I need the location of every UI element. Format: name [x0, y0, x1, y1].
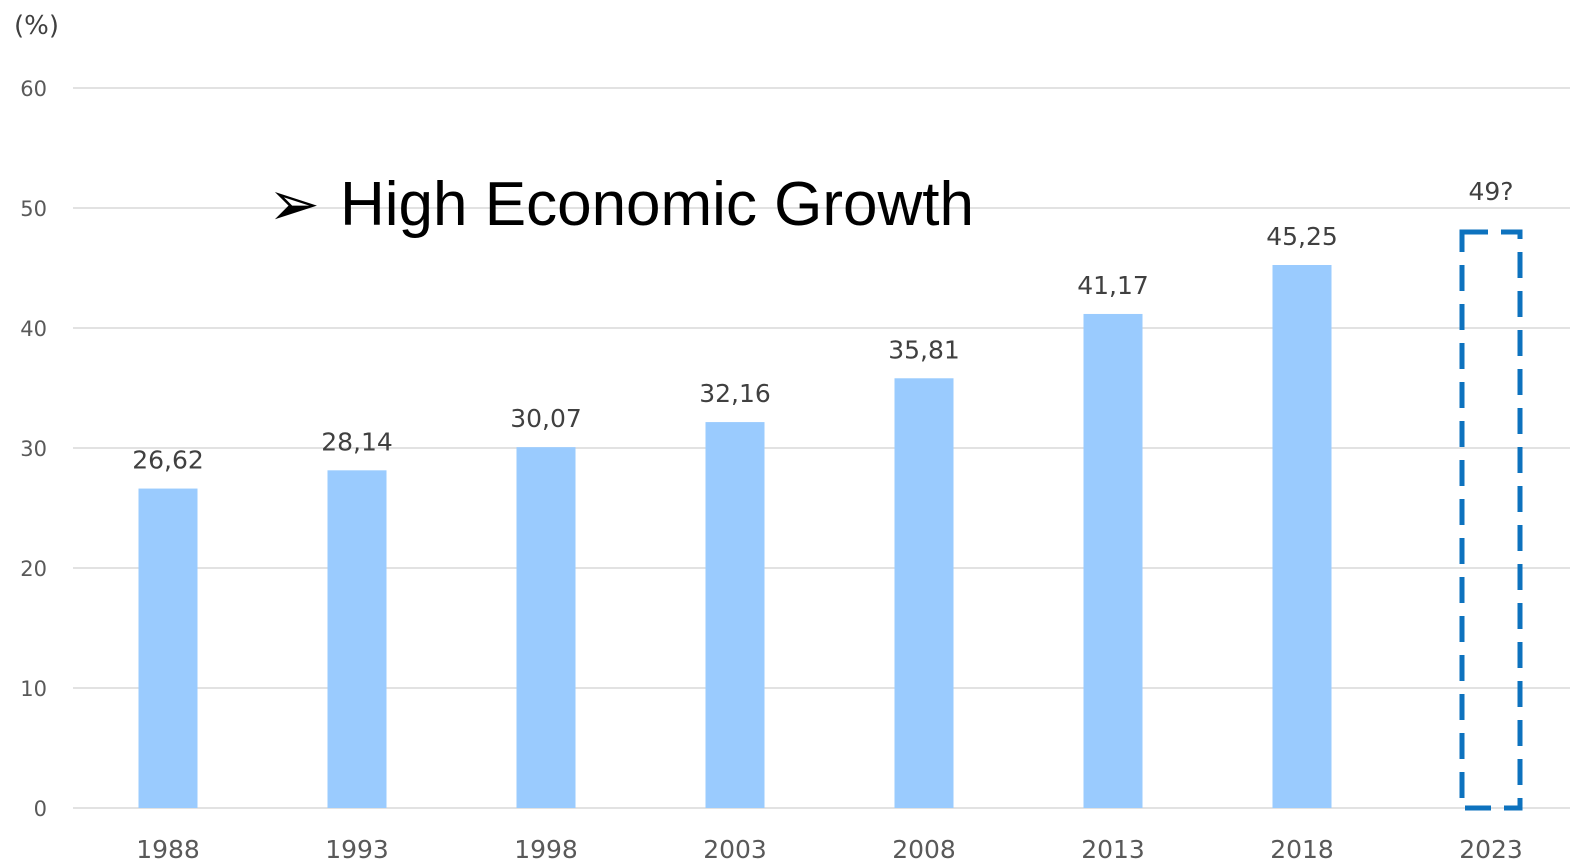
- data-labels: 26,62 28,14 30,07 32,16 35,81 41,17 45,25 49?: [132, 177, 1513, 475]
- x-axis-ticks: 1988 1993 1998 2003 2008 2013 2018 2023: [136, 835, 1523, 864]
- bars: [138, 229, 1523, 811]
- bar: [138, 488, 198, 808]
- x-tick-label: 2023: [1459, 835, 1523, 864]
- bar: [1083, 313, 1143, 808]
- y-tick-label: 0: [34, 797, 47, 821]
- data-label: 45,25: [1266, 222, 1338, 251]
- x-tick-label: 2013: [1081, 835, 1145, 864]
- y-axis-ticks: 0 10 20 30 40 50 60: [20, 77, 47, 821]
- x-tick-label: 1993: [325, 835, 389, 864]
- bar: [894, 378, 954, 808]
- y-tick-label: 20: [20, 557, 47, 581]
- data-label: 28,14: [321, 427, 393, 456]
- projected-bar-outline: [1459, 229, 1523, 811]
- y-tick-label: 60: [20, 77, 47, 101]
- y-unit-label: (%): [14, 11, 59, 41]
- projected-data-label: 49?: [1468, 177, 1513, 206]
- gridlines: [73, 87, 1570, 809]
- y-tick-label: 50: [20, 197, 47, 221]
- data-label: 35,81: [888, 335, 960, 364]
- bar: [705, 422, 765, 808]
- x-tick-label: 2003: [703, 835, 767, 864]
- data-label: 32,16: [699, 379, 771, 408]
- y-tick-label: 30: [20, 437, 47, 461]
- data-label: 26,62: [132, 446, 204, 475]
- x-tick-label: 1988: [136, 835, 200, 864]
- y-tick-label: 40: [20, 317, 47, 341]
- data-label: 30,07: [510, 404, 582, 433]
- data-label: 41,17: [1077, 271, 1149, 300]
- headline-bullet-icon: ➢: [268, 170, 320, 239]
- bar: [327, 470, 387, 808]
- x-tick-label: 2008: [892, 835, 956, 864]
- bar: [516, 447, 576, 808]
- x-tick-label: 1998: [514, 835, 578, 864]
- bar: [1272, 265, 1332, 808]
- x-tick-label: 2018: [1270, 835, 1334, 864]
- headline-annotation: High Economic Growth: [340, 170, 974, 239]
- y-tick-label: 10: [20, 677, 47, 701]
